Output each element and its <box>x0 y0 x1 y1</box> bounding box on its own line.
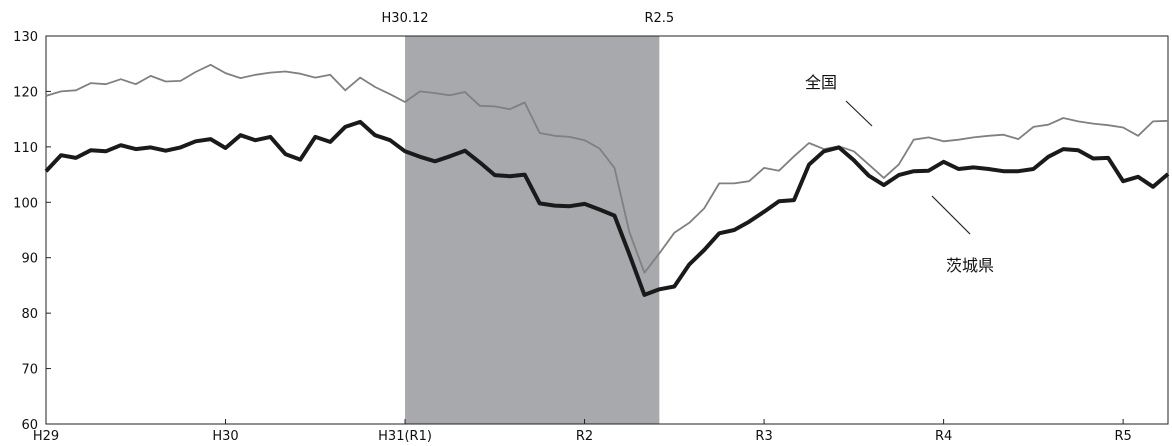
series-line-ibaraki <box>44 119 1170 297</box>
x-tick-label: H29 <box>33 429 59 444</box>
plot-frame <box>45 35 1169 425</box>
x-axis: H29 H30 H31(R1) R2 R3 R4 R5 <box>33 419 1132 444</box>
annotations: H30.12 R2.5 <box>382 11 675 26</box>
x-tick-label: R2 <box>576 429 593 444</box>
series-label-national: 全国 <box>805 73 837 92</box>
x-tick-label: R4 <box>935 429 952 444</box>
y-tick-label: 70 <box>21 363 38 378</box>
y-tick-label: 120 <box>13 85 38 100</box>
shade-start-label: H30.12 <box>382 11 429 26</box>
x-tick-label: R5 <box>1114 429 1131 444</box>
plot-border <box>45 35 1169 425</box>
leader-line-national <box>845 100 873 127</box>
y-tick-label: 110 <box>13 141 38 156</box>
y-tick-label: 90 <box>21 252 38 267</box>
y-tick-label: 80 <box>21 307 38 322</box>
x-tick-label: H31(R1) <box>378 429 432 444</box>
y-tick-label: 100 <box>13 196 38 211</box>
series-line-national <box>45 63 1169 274</box>
shade-end-label: R2.5 <box>645 11 675 26</box>
x-tick-label: R3 <box>755 429 772 444</box>
shaded-period <box>405 36 660 424</box>
y-tick-label: 60 <box>21 418 38 433</box>
y-axis: 60 70 80 90 100 110 120 130 <box>13 30 51 433</box>
x-tick-label: H30 <box>212 429 238 444</box>
y-tick-label: 130 <box>13 30 38 45</box>
leader-line-ibaraki <box>931 195 971 235</box>
series-lines <box>44 63 1170 297</box>
series-label-ibaraki: 茨城県 <box>946 256 994 275</box>
